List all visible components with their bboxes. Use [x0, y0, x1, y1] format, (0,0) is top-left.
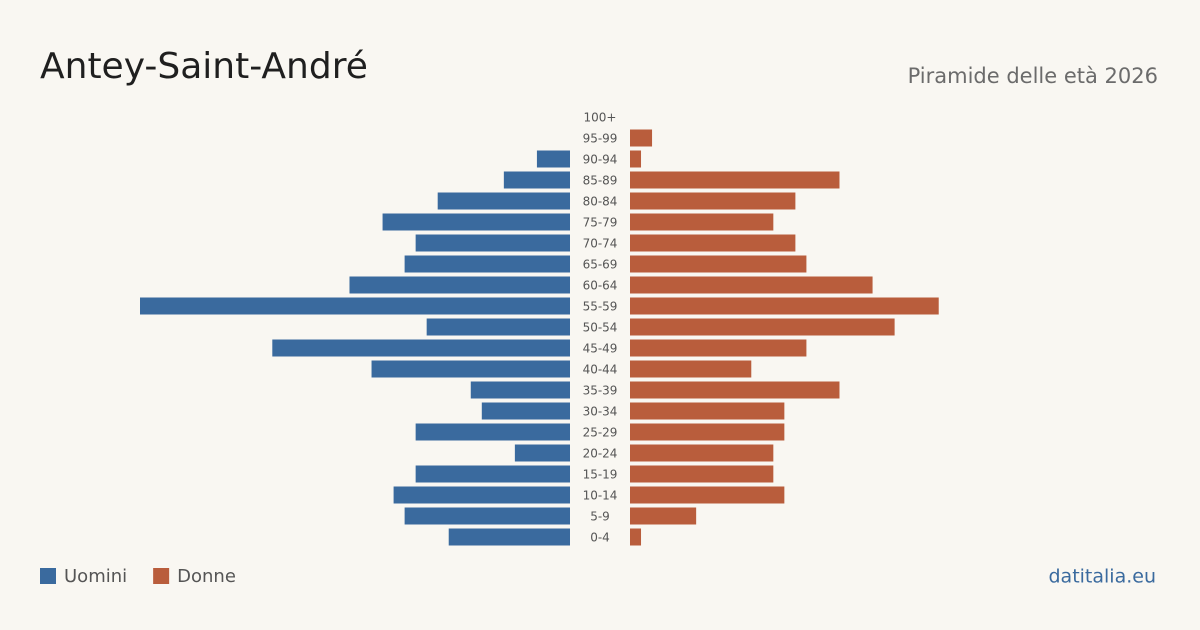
bar: [481, 402, 570, 420]
age-label: 90-94: [583, 153, 618, 167]
legend-swatch: [40, 568, 56, 584]
bar: [437, 192, 570, 210]
bar: [630, 276, 873, 294]
bar: [630, 213, 774, 231]
legend-label: Uomini: [64, 566, 127, 587]
chart-subtitle: Piramide delle età 2026: [908, 64, 1158, 88]
age-label: 50-54: [583, 321, 618, 335]
bar: [503, 171, 570, 189]
bar: [415, 423, 570, 441]
age-label: 5-9: [590, 510, 610, 524]
age-label: 10-14: [583, 489, 618, 503]
age-label: 80-84: [583, 195, 618, 209]
age-label: 75-79: [583, 216, 618, 230]
bar: [272, 339, 570, 357]
bar: [630, 423, 785, 441]
age-label: 30-34: [583, 405, 618, 419]
age-label: 100+: [584, 111, 617, 125]
bar: [514, 444, 570, 462]
bar: [371, 360, 570, 378]
bar: [630, 381, 840, 399]
bar: [393, 486, 570, 504]
bar: [630, 129, 653, 147]
bar: [404, 507, 570, 525]
legend-label: Donne: [177, 566, 236, 587]
bar: [630, 465, 774, 483]
age-label: 15-19: [583, 468, 618, 482]
bar: [382, 213, 570, 231]
bar: [630, 402, 785, 420]
age-label: 60-64: [583, 279, 618, 293]
bar: [630, 255, 807, 273]
age-label: 55-59: [583, 300, 618, 314]
bar: [140, 297, 570, 315]
age-label: 70-74: [583, 237, 618, 251]
bar: [630, 318, 895, 336]
bar: [349, 276, 570, 294]
bar: [630, 297, 939, 315]
age-label: 45-49: [583, 342, 618, 356]
bar: [630, 339, 807, 357]
bar: [630, 192, 796, 210]
bar: [630, 150, 642, 168]
chart-title: Antey-Saint-André: [40, 46, 368, 87]
bar: [415, 234, 570, 252]
bar: [630, 234, 796, 252]
bar: [404, 255, 570, 273]
source: datitalia.eu: [1049, 566, 1157, 588]
bar: [630, 360, 752, 378]
age-label: 35-39: [583, 384, 618, 398]
age-label: 40-44: [583, 363, 618, 377]
bar: [426, 318, 570, 336]
bar: [470, 381, 570, 399]
age-label: 20-24: [583, 447, 618, 461]
age-label: 65-69: [583, 258, 618, 272]
age-label: 95-99: [583, 132, 618, 146]
legend-swatch: [153, 568, 170, 584]
bar: [415, 465, 570, 483]
bar: [630, 171, 840, 189]
bar: [630, 528, 642, 546]
age-label: 85-89: [583, 174, 618, 188]
bar: [630, 486, 785, 504]
bar: [448, 528, 570, 546]
age-label: 25-29: [583, 426, 618, 440]
bar: [630, 444, 774, 462]
bar: [630, 507, 697, 525]
bar: [536, 150, 570, 168]
age-label: 0-4: [590, 531, 610, 545]
